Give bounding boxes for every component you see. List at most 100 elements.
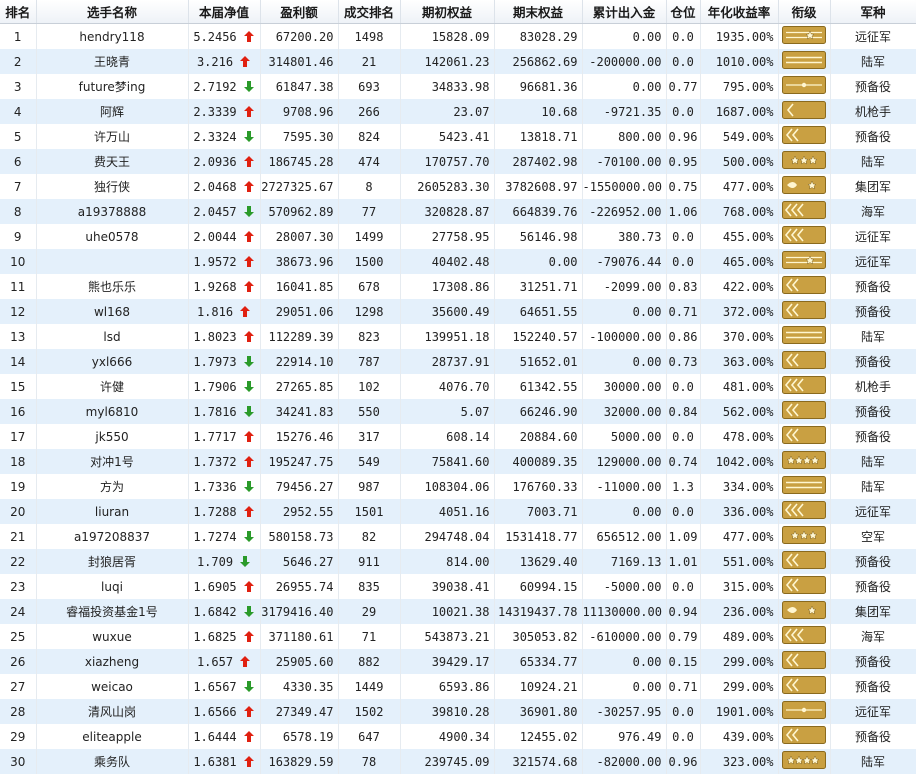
arrow-up-icon bbox=[239, 305, 251, 318]
player-name-link[interactable]: future梦ing bbox=[36, 74, 189, 99]
end-equity-cell: 1531418.77 bbox=[494, 524, 583, 549]
player-name-link[interactable]: a19378888 bbox=[36, 199, 189, 224]
start-equity-cell: 2605283.30 bbox=[400, 174, 495, 199]
table-row[interactable]: 14 yxl666 1.7973 22914.10 787 28737.91 51652.0… bbox=[0, 349, 916, 374]
player-name-link[interactable]: weicao bbox=[36, 674, 189, 699]
rank-badge-cell bbox=[778, 724, 831, 749]
branch-cell: 海军 bbox=[830, 199, 916, 224]
table-row[interactable]: 21 a197208837 1.7274 580158.73 82 294748.04 15… bbox=[0, 524, 916, 549]
col-end-equity-header[interactable]: 期末权益 bbox=[494, 0, 583, 24]
table-row[interactable]: 10 1.9572 38673.96 1500 40402.48 0.00 -79076.4… bbox=[0, 249, 916, 274]
table-row[interactable]: 26 xiazheng 1.657 25905.60 882 39429.17 65334.… bbox=[0, 649, 916, 674]
rank-badge-cell bbox=[778, 599, 831, 624]
col-profit-header[interactable]: 盈利额 bbox=[260, 0, 339, 24]
table-row[interactable]: 7 独行侠 2.0468 2727325.67 8 2605283.30 3782608.9… bbox=[0, 174, 916, 199]
table-row[interactable]: 23 luqi 1.6905 26955.74 835 39038.41 60994.15-… bbox=[0, 574, 916, 599]
table-row[interactable]: 16 myl6810 1.7816 34241.83 550 5.07 66246.90 32… bbox=[0, 399, 916, 424]
arrow-up-icon bbox=[243, 730, 255, 743]
position-cell: 0.0 bbox=[666, 23, 701, 49]
player-name-link[interactable]: 费天王 bbox=[36, 149, 189, 174]
player-name-link[interactable]: 乘务队 bbox=[36, 749, 189, 774]
table-row[interactable]: 18 对冲1号 1.7372 195247.75 549 75841.60 400089.3… bbox=[0, 449, 916, 474]
position-cell: 0.96 bbox=[666, 749, 701, 774]
player-name-link[interactable]: liuran bbox=[36, 499, 189, 524]
player-name-link[interactable]: 阿辉 bbox=[36, 99, 189, 124]
player-name-link[interactable]: 熊也乐乐 bbox=[36, 274, 189, 299]
table-row[interactable]: 12 wl168 1.816 29051.06 1298 35600.49 64651.55… bbox=[0, 299, 916, 324]
position-cell: 0.0 bbox=[666, 374, 701, 399]
player-name-link[interactable]: a197208837 bbox=[36, 524, 189, 549]
player-name-link[interactable]: 对冲1号 bbox=[36, 449, 189, 474]
table-row[interactable]: 17 jk550 1.7717 15276.46 317 608.14 20884.60 50… bbox=[0, 424, 916, 449]
player-name-link[interactable]: 方为 bbox=[36, 474, 189, 499]
end-equity-cell: 65334.77 bbox=[494, 649, 583, 674]
col-rank-badge-header[interactable]: 衔级 bbox=[778, 0, 831, 24]
player-name-link[interactable]: hendry118 bbox=[36, 23, 189, 49]
end-equity-cell: 12455.02 bbox=[494, 724, 583, 749]
table-row[interactable]: 27 weicao 1.6567 4330.35 1449 6593.86 10924.21… bbox=[0, 674, 916, 699]
table-row[interactable]: 4 阿辉 2.3339 9708.96 266 23.07 10.68 -9721.35 0.0… bbox=[0, 99, 916, 124]
trade-rank-cell: 787 bbox=[338, 349, 401, 374]
table-row[interactable]: 20 liuran 1.7288 2952.55 1501 4051.16 7003.71 0… bbox=[0, 499, 916, 524]
col-flow-header[interactable]: 累计出入金 bbox=[582, 0, 667, 24]
player-name-link[interactable]: yxl666 bbox=[36, 349, 189, 374]
trade-rank-cell: 1449 bbox=[338, 674, 401, 699]
arrow-up-icon bbox=[243, 705, 255, 718]
table-row[interactable]: 1 hendry118 5.2456 67200.20 1498 15828.09 8302… bbox=[0, 23, 916, 49]
table-row[interactable]: 28 清风山岗 1.6566 27349.47 1502 39810.28 36901.80… bbox=[0, 699, 916, 724]
table-row[interactable]: 5 许万山 2.3324 7595.30 824 5423.41 13818.71 800.0… bbox=[0, 124, 916, 149]
nav-cell: 1.816 bbox=[188, 299, 261, 324]
annual-return-cell: 336.00% bbox=[700, 499, 779, 524]
player-name-link[interactable] bbox=[36, 249, 189, 274]
table-row[interactable]: 11 熊也乐乐 1.9268 16041.85 678 17308.86 31251.71-… bbox=[0, 274, 916, 299]
annual-return-cell: 549.00% bbox=[700, 124, 779, 149]
table-row[interactable]: 15 许健 1.7906 27265.85 102 4076.70 61342.55 3000… bbox=[0, 374, 916, 399]
player-name-link[interactable]: 封狼居胥 bbox=[36, 549, 189, 574]
player-name-link[interactable]: 睿福投资基金1号 bbox=[36, 599, 189, 624]
col-name-header[interactable]: 选手名称 bbox=[36, 0, 189, 24]
table-row[interactable]: 29 eliteapple 1.6444 6578.19 647 4900.34 12455… bbox=[0, 724, 916, 749]
nav-cell: 2.3324 bbox=[188, 124, 261, 149]
player-name-link[interactable]: 王晓青 bbox=[36, 49, 189, 74]
nav-cell: 1.9268 bbox=[188, 274, 261, 299]
player-name-link[interactable]: 许万山 bbox=[36, 124, 189, 149]
player-name-link[interactable]: 清风山岗 bbox=[36, 699, 189, 724]
col-position-header[interactable]: 仓位 bbox=[666, 0, 701, 24]
profit-cell: 580158.73 bbox=[260, 524, 339, 549]
col-start-equity-header[interactable]: 期初权益 bbox=[400, 0, 495, 24]
profit-cell: 314801.46 bbox=[260, 49, 339, 74]
player-name-link[interactable]: myl6810 bbox=[36, 399, 189, 424]
rank-badge-cell bbox=[778, 549, 831, 574]
flow-cell: 0.00 bbox=[582, 649, 667, 674]
player-name-link[interactable]: uhe0578 bbox=[36, 224, 189, 249]
col-nav-header[interactable]: 本届净值 bbox=[188, 0, 261, 24]
player-name-link[interactable]: luqi bbox=[36, 574, 189, 599]
col-trade-rank-header[interactable]: 成交排名 bbox=[338, 0, 401, 24]
table-row[interactable]: 30 乘务队 1.6381 163829.59 78 239745.09 321574.68… bbox=[0, 749, 916, 774]
table-row[interactable]: 19 方为 1.7336 79456.27 987 108304.06 176760.33-… bbox=[0, 474, 916, 499]
player-name-link[interactable]: wl168 bbox=[36, 299, 189, 324]
table-row[interactable]: 2 王晓青 3.216 314801.46 21 142061.23 256862.69 -2… bbox=[0, 49, 916, 74]
table-row[interactable]: 3 future梦ing 2.7192 61847.38 693 34833.98 9668… bbox=[0, 74, 916, 99]
table-row[interactable]: 24 睿福投资基金1号 1.6842 3179416.40 29 10021.38 1431… bbox=[0, 599, 916, 624]
trade-rank-cell: 266 bbox=[338, 99, 401, 124]
player-name-link[interactable]: eliteapple bbox=[36, 724, 189, 749]
nav-cell: 2.0468 bbox=[188, 174, 261, 199]
player-name-link[interactable]: 许健 bbox=[36, 374, 189, 399]
table-row[interactable]: 13 lsd 1.8023 112289.39 823 139951.18 152240.5… bbox=[0, 324, 916, 349]
player-name-link[interactable]: 独行侠 bbox=[36, 174, 189, 199]
player-name-link[interactable]: lsd bbox=[36, 324, 189, 349]
table-row[interactable]: 25 wuxue 1.6825 371180.61 71 543873.21 305053.… bbox=[0, 624, 916, 649]
col-branch-header[interactable]: 军种 bbox=[830, 0, 916, 24]
player-name-link[interactable]: xiazheng bbox=[36, 649, 189, 674]
table-row[interactable]: 22 封狼居胥 1.709 5646.27 911 814.00 13629.40 7169.… bbox=[0, 549, 916, 574]
flow-cell: -30257.95 bbox=[582, 699, 667, 724]
col-rank-header[interactable]: 排名 bbox=[0, 0, 37, 24]
table-row[interactable]: 9 uhe0578 2.0044 28007.30 1499 27758.95 56146.… bbox=[0, 224, 916, 249]
player-name-link[interactable]: wuxue bbox=[36, 624, 189, 649]
player-name-link[interactable]: jk550 bbox=[36, 424, 189, 449]
table-row[interactable]: 6 费天王 2.0936 186745.28 474 170757.70 287402.98… bbox=[0, 149, 916, 174]
flow-cell: 0.00 bbox=[582, 349, 667, 374]
col-annual-return-header[interactable]: 年化收益率 bbox=[700, 0, 779, 24]
table-row[interactable]: 8 a19378888 2.0457 570962.89 77 320828.87 6648… bbox=[0, 199, 916, 224]
